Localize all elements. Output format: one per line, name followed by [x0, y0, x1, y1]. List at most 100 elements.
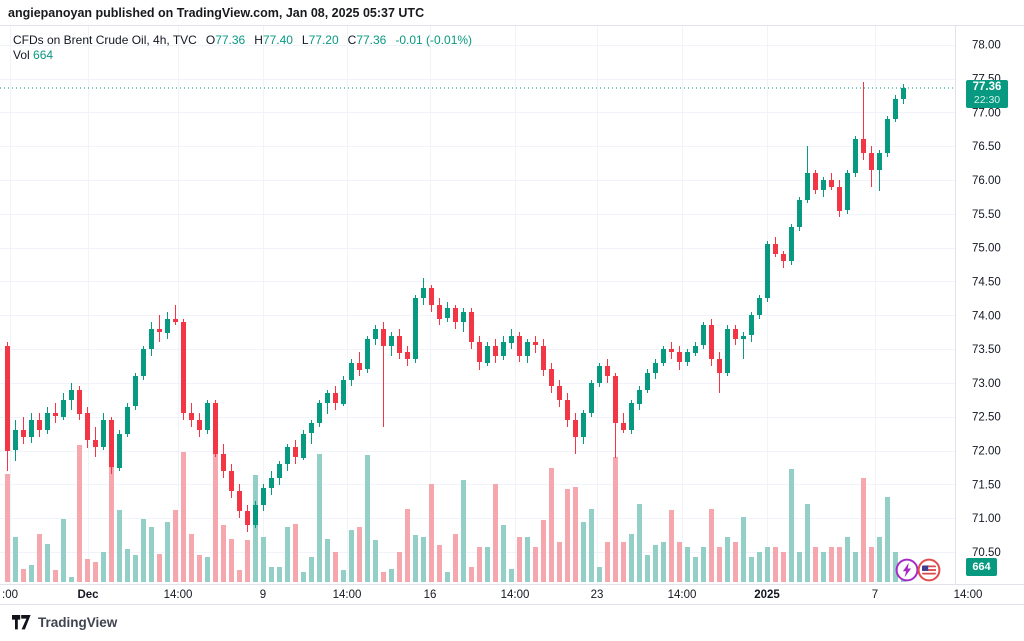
volume-bar	[269, 567, 274, 582]
volume-bar	[501, 525, 506, 582]
candle-body	[805, 173, 810, 200]
candle-body	[325, 393, 330, 403]
volume-bar	[565, 489, 570, 582]
candle-wick	[159, 315, 160, 342]
volume-bar	[549, 468, 554, 582]
volume-bar	[669, 510, 674, 582]
candle-body	[37, 420, 42, 430]
candle-body	[197, 420, 202, 430]
time-axis-label: 14:00	[333, 589, 362, 601]
candle-body	[29, 420, 34, 437]
price-axis-label: 73.00	[972, 378, 1001, 390]
candle-body	[229, 471, 234, 491]
candle-body	[461, 312, 466, 322]
candle-body	[893, 99, 898, 119]
price-axis-label: 73.50	[972, 344, 1001, 356]
candle-body	[85, 413, 90, 440]
candle-body	[557, 386, 562, 400]
volume-bar	[597, 567, 602, 582]
volume-bar	[13, 537, 18, 582]
volume-bar	[477, 547, 482, 582]
candle-body	[669, 349, 674, 352]
candle-body	[149, 329, 154, 349]
candle-body	[213, 403, 218, 454]
volume-bar	[165, 522, 170, 582]
volume-bar	[749, 557, 754, 582]
volume-bar	[101, 552, 106, 582]
price-axis-label: 71.00	[972, 513, 1001, 525]
close-value: C77.36	[347, 33, 387, 47]
candle-body	[645, 373, 650, 390]
candle-body	[477, 342, 482, 362]
candle-body	[589, 383, 594, 413]
tradingview-logo[interactable]: TradingView	[12, 615, 117, 630]
candle-body	[813, 173, 818, 190]
candle-body	[637, 390, 642, 404]
candle-body	[573, 420, 578, 437]
volume-bar	[645, 555, 650, 582]
candlesticks	[5, 82, 906, 532]
candle-body	[837, 187, 842, 211]
candle-body	[525, 342, 530, 356]
candle-body	[5, 346, 10, 451]
price-axis-label: 70.50	[972, 547, 1001, 559]
candle-body	[429, 288, 434, 305]
candle-body	[301, 434, 306, 458]
volume-bar	[613, 457, 618, 582]
candle-body	[101, 420, 106, 447]
price-axis-label: 74.50	[972, 276, 1001, 288]
volume-bar	[789, 469, 794, 582]
volume-bar	[405, 509, 410, 582]
candle-wick	[863, 82, 864, 160]
candle-body	[173, 319, 178, 322]
candle-body	[765, 244, 770, 298]
economic-event-lightning-icon[interactable]	[894, 557, 920, 583]
volume-bar	[301, 572, 306, 582]
open-value: O77.36	[205, 33, 246, 47]
volume-bar	[797, 552, 802, 582]
volume-bar	[341, 570, 346, 582]
time-axis-label: 7	[872, 589, 878, 601]
volume-bar	[461, 480, 466, 582]
candle-body	[773, 244, 778, 254]
volume-bar	[525, 537, 530, 582]
economic-event-us-flag-icon[interactable]	[916, 557, 942, 583]
volume-bar	[693, 557, 698, 582]
candle-body	[845, 173, 850, 210]
volume-bar	[141, 519, 146, 582]
candle-body	[125, 407, 130, 434]
time-axis[interactable]: :00 Dec 14:00 9 14:00 16 14:00 23 14:00 2025 7 14:0…	[2, 589, 982, 601]
time-axis-label: 14:00	[954, 589, 983, 601]
candle-body	[181, 322, 186, 413]
candle-body	[277, 464, 282, 478]
candle-body	[93, 440, 98, 447]
volume-bar	[757, 552, 762, 582]
volume-bar	[701, 547, 706, 582]
volume-bar	[117, 510, 122, 582]
volume-bar	[389, 569, 394, 582]
volume-bar	[317, 454, 322, 582]
time-axis-label: 14:00	[668, 589, 697, 601]
candle-body	[501, 342, 506, 356]
candle-body	[405, 352, 410, 359]
tradingview-mark-icon	[12, 615, 31, 630]
volume-bar	[197, 555, 202, 582]
candle-body	[205, 403, 210, 430]
volume-bar	[845, 537, 850, 582]
volume-bar	[677, 542, 682, 582]
price-axis[interactable]: 78.0077.5077.0076.5076.0075.5075.0074.50…	[972, 40, 1001, 559]
candle-body	[373, 329, 378, 339]
candle-body	[309, 423, 314, 433]
candle-wick	[175, 305, 176, 325]
volume-bar	[589, 509, 594, 582]
volume-bar	[69, 577, 74, 582]
volume-label: Vol	[13, 48, 30, 62]
volume-bar	[293, 524, 298, 582]
attribution-text: angiepanoyan published on TradingView.co…	[8, 6, 425, 20]
volume-bar	[493, 484, 498, 582]
candle-body	[157, 329, 162, 332]
candle-body	[757, 298, 762, 315]
low-value: L77.20	[301, 33, 339, 47]
candle-body	[421, 288, 426, 298]
